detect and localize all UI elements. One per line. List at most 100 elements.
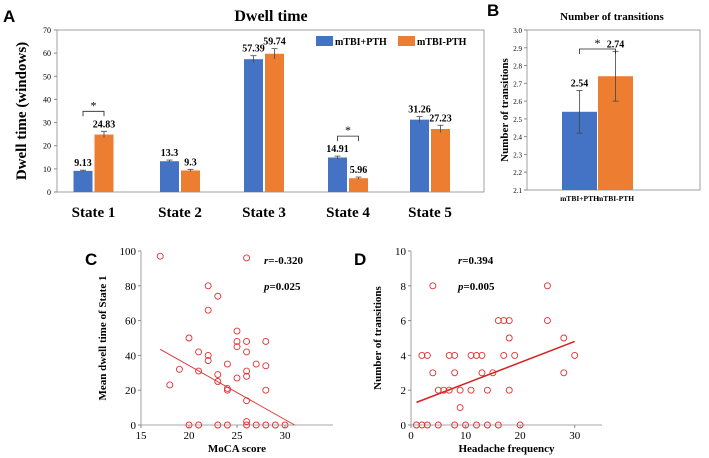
data-point: [413, 421, 420, 429]
x-tick-label: 10: [460, 430, 472, 442]
panel-a-dwell-time-chart: Dwell time Dwell time (windows) 0 10 20 30 40 5…: [14, 8, 485, 221]
data-point: [281, 421, 289, 429]
y-tick-label: 2.5: [513, 116, 522, 124]
category-label: State 2: [158, 205, 202, 221]
data-point: [195, 348, 203, 356]
y-axis-label: Number of transitions: [499, 57, 511, 161]
data-point: [505, 334, 513, 342]
significance-bracket: [82, 110, 105, 117]
data-point: [233, 374, 241, 382]
data-point: [429, 369, 437, 377]
y-tick-label: 4: [401, 350, 407, 362]
data-point: [204, 306, 212, 314]
chart-title: Dwell time: [234, 8, 307, 25]
y-tick-label: 2.6: [513, 98, 522, 106]
y-axis-label: Dwell time (windows): [14, 42, 30, 180]
p-symbol: p: [457, 281, 464, 293]
data-point: [440, 386, 448, 394]
y-tick-label: 20: [125, 385, 137, 397]
significance-star: *: [91, 98, 97, 112]
data-point: [195, 421, 203, 429]
y-tick-label: 60: [125, 316, 137, 328]
category-label: mTBI-PTH: [597, 194, 634, 203]
data-point: [418, 351, 426, 359]
x-axis-label: Headache frequency: [458, 443, 555, 455]
y-tick-label: 60: [43, 49, 51, 58]
y-tick-label: 8: [401, 281, 407, 293]
data-point: [243, 418, 251, 425]
data-point: [511, 351, 519, 359]
x-tick-label: 15: [136, 430, 148, 442]
y-tick-label: 0: [401, 420, 407, 432]
y-tick-label: 2.8: [513, 63, 522, 71]
significance-star: *: [345, 123, 351, 137]
data-point: [243, 421, 251, 429]
data-point: [185, 334, 193, 342]
legend-swatch: [316, 36, 333, 46]
data-point: [204, 282, 212, 290]
data-point: [434, 421, 442, 429]
data-point: [500, 317, 508, 325]
data-label: 2.54: [571, 78, 589, 89]
data-label: 59.74: [263, 37, 286, 48]
data-label: 27.23: [429, 113, 452, 124]
data-point: [429, 282, 437, 290]
data-point: [214, 421, 222, 429]
data-point: [494, 421, 502, 429]
p-value: =0.005: [464, 281, 496, 293]
category-label: mTBI+PTH: [560, 194, 599, 203]
bar-mtbi-pth-1: [94, 134, 114, 192]
category-label: State 3: [242, 205, 286, 221]
data-point: [214, 378, 222, 385]
data-point: [451, 351, 459, 359]
y-axis-label: Number of transitions: [372, 285, 384, 389]
correlation-p: p=0.005: [457, 281, 495, 293]
data-label: 5.96: [350, 165, 368, 176]
data-point: [489, 369, 497, 377]
p-symbol: p: [263, 281, 270, 293]
panel-letter-c: C: [85, 250, 97, 269]
data-point: [418, 421, 426, 429]
y-axis-label: Mean dwell time of State 1: [97, 276, 109, 401]
data-point: [262, 386, 270, 394]
data-point: [456, 386, 464, 394]
panel-letter-d: D: [354, 250, 366, 269]
data-point: [204, 357, 212, 365]
bar-mtbi-pth-5: [410, 119, 429, 192]
legend-label: mTBI+PTH: [335, 37, 387, 48]
data-point: [456, 404, 464, 412]
data-point: [175, 365, 183, 373]
data-point: [214, 371, 222, 378]
data-point: [243, 367, 251, 375]
data-point: [233, 338, 241, 345]
data-label: 9.3: [184, 157, 197, 168]
data-point: [423, 351, 431, 359]
data-point: [500, 351, 508, 359]
data-point: [214, 292, 222, 300]
data-point: [423, 421, 431, 429]
y-tick-label: 0: [47, 188, 51, 197]
data-point: [243, 348, 251, 356]
y-tick-label: 50: [43, 72, 51, 81]
bar-mtbi-pth-1: [73, 170, 93, 192]
data-point: [473, 421, 480, 429]
y-tick-label: 3.0: [513, 27, 522, 35]
data-point: [451, 421, 459, 429]
x-tick-label: 30: [280, 430, 292, 442]
y-tick-label: 100: [120, 246, 137, 258]
data-point: [223, 385, 231, 392]
bar-mtbi-pth-4: [349, 178, 368, 192]
data-point: [252, 421, 260, 429]
y-tick-label: 30: [43, 119, 51, 128]
data-point: [560, 369, 568, 377]
data-point: [478, 351, 486, 359]
y-tick-label: 2.3: [513, 151, 522, 159]
y-tick-label: 70: [43, 26, 51, 35]
data-point: [505, 317, 513, 325]
bar-mtbi-pth-2: [160, 161, 179, 192]
r-symbol: r: [264, 255, 269, 267]
data-point: [243, 338, 251, 345]
y-tick-label: 0: [131, 420, 137, 432]
data-point: [560, 334, 568, 342]
data-point: [505, 386, 513, 394]
